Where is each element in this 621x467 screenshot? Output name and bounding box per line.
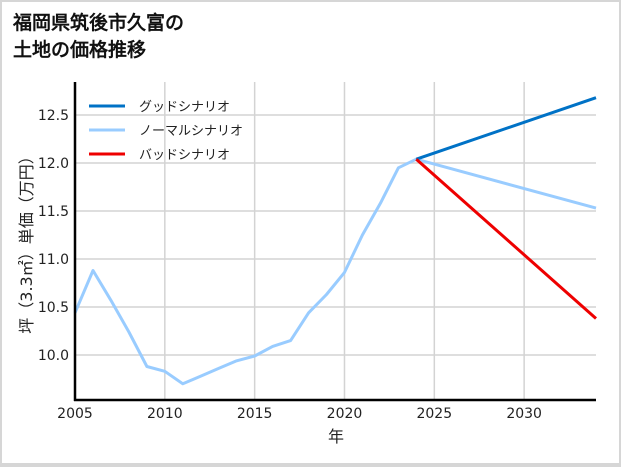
y-tick-label: 10.0 bbox=[38, 348, 69, 364]
x-axis-label: 年 bbox=[328, 427, 344, 446]
legend-label: バッドシナリオ bbox=[139, 148, 230, 163]
y-tick-label: 11.0 bbox=[38, 252, 69, 268]
chart-title: 福岡県筑後市久富の 土地の価格推移 bbox=[13, 10, 184, 64]
tick-labels: 2005 2010 2015 2020 2025 2030 10.0 10.5 11.0 11.5… bbox=[38, 108, 542, 422]
chart-title-line-2: 土地の価格推移 bbox=[13, 39, 147, 61]
legend-label: ノーマルシナリオ bbox=[139, 124, 243, 139]
x-tick-label: 2030 bbox=[506, 406, 542, 422]
x-tick-label: 2015 bbox=[237, 406, 273, 422]
series-line bbox=[73, 157, 597, 386]
series-line bbox=[415, 96, 597, 161]
x-tick-label: 2020 bbox=[327, 406, 363, 422]
series-lines bbox=[73, 96, 597, 386]
y-tick-label: 11.5 bbox=[38, 204, 69, 220]
x-tick-label: 2010 bbox=[147, 406, 183, 422]
y-tick-label: 12.0 bbox=[38, 156, 69, 172]
y-axis-label: 坪（3.3㎡）単価（万円） bbox=[17, 148, 36, 333]
chart-title-line-1: 福岡県筑後市久富の bbox=[13, 12, 185, 34]
x-tick-label: 2025 bbox=[416, 406, 452, 422]
series-line bbox=[415, 158, 597, 320]
x-tick-label: 2005 bbox=[57, 406, 93, 422]
axes bbox=[73, 82, 596, 402]
legend-label: グッドシナリオ bbox=[139, 100, 230, 115]
y-tick-label: 10.5 bbox=[38, 300, 69, 316]
y-tick-label: 12.5 bbox=[38, 108, 69, 124]
